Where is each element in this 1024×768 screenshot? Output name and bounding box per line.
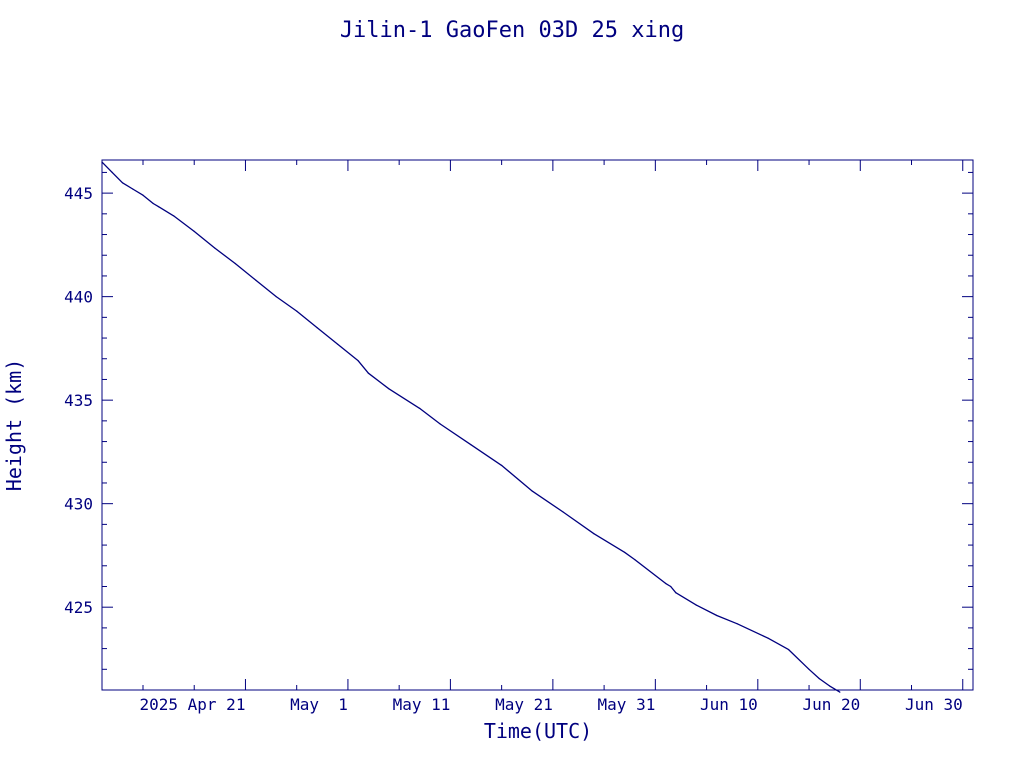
y-tick-label: 440 — [64, 288, 93, 307]
x-tick-label: May 11 — [393, 695, 451, 714]
height-data-point — [193, 230, 195, 232]
height-data-point — [736, 623, 738, 625]
height-data-point — [296, 310, 298, 312]
height-data-point — [357, 360, 359, 362]
y-tick-label: 435 — [64, 391, 93, 410]
height-data-point — [788, 649, 790, 651]
height-data-point — [337, 343, 339, 345]
x-tick-label: May 31 — [598, 695, 656, 714]
height-data-point — [111, 171, 113, 173]
height-data-point — [695, 604, 697, 606]
height-data-point — [670, 585, 672, 588]
x-tick-label: May 1 — [290, 695, 348, 714]
height-data-point — [767, 637, 769, 639]
y-tick-label: 425 — [64, 598, 93, 617]
height-data-point — [808, 668, 810, 670]
height-data-point — [275, 296, 277, 298]
axis-ticks — [102, 160, 973, 691]
height-data-point — [675, 592, 677, 594]
x-tick-label: Jun 20 — [802, 695, 860, 714]
height-data-point — [419, 407, 421, 409]
y-tick-label: 445 — [64, 184, 93, 203]
height-data-point — [132, 188, 134, 190]
plot-area: 425 430 435 440 445 2025 Apr 21 May 1 May 11 Ma… — [64, 159, 974, 714]
height-data-point — [531, 490, 534, 492]
height-data-point — [214, 247, 216, 249]
height-data-point — [562, 511, 564, 513]
height-data-point — [255, 279, 257, 281]
height-data-point — [157, 206, 159, 208]
height-data-point — [818, 678, 820, 680]
x-tick-labels: 2025 Apr 21 May 1 May 11 May 21 May 31 Jun 10… — [139, 695, 962, 714]
height-data-point — [593, 533, 595, 535]
height-series-line — [101, 161, 841, 693]
height-data-point — [234, 262, 236, 265]
height-data-point — [388, 388, 390, 390]
height-data-point — [439, 423, 441, 425]
height-data-point — [828, 685, 831, 687]
height-data-point — [501, 464, 503, 466]
height-data-point — [316, 327, 318, 329]
y-axis-label: Height (km) — [2, 359, 26, 491]
plot-frame — [101, 159, 974, 691]
height-data-point — [142, 194, 144, 196]
height-data-point — [152, 202, 154, 205]
y-tick-labels: 425 430 435 440 445 — [64, 184, 93, 617]
x-axis-label: Time(UTC) — [484, 719, 592, 743]
height-data-point — [121, 182, 124, 184]
height-data-point — [101, 161, 103, 163]
y-tick-label: 430 — [64, 495, 93, 514]
x-tick-label: 2025 Apr 21 — [139, 695, 245, 714]
x-tick-label: Jun 10 — [700, 695, 758, 714]
series-layer — [101, 161, 841, 693]
height-data-point — [173, 215, 175, 217]
height-data-point — [634, 559, 636, 561]
x-tick-label: May 21 — [495, 695, 553, 714]
x-tick-label: Jun 30 — [905, 695, 963, 714]
height-data-point — [367, 372, 369, 374]
height-data-point — [716, 614, 718, 617]
height-data-point — [624, 551, 626, 553]
height-data-point — [470, 444, 472, 446]
height-data-point — [839, 691, 841, 693]
chart-title: Jilin-1 GaoFen 03D 25 xing — [340, 18, 684, 43]
height-data-point — [665, 582, 667, 585]
